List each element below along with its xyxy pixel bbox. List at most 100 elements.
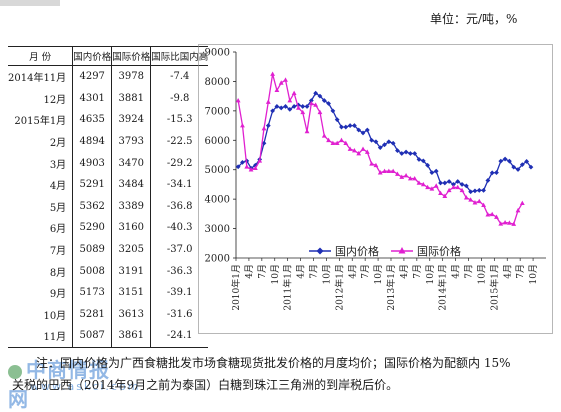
series-point-international (386, 168, 392, 173)
series-point-domestic (356, 127, 362, 133)
series-point-domestic (528, 164, 534, 170)
cell-domestic: 5173 (72, 281, 112, 304)
x-tick-label: 2013年1月 (385, 264, 397, 311)
series-point-international (476, 198, 482, 204)
cell-domestic: 4297 (72, 65, 112, 88)
cell-domestic: 5089 (72, 238, 112, 261)
series-point-international (446, 187, 452, 193)
series-point-international (296, 105, 301, 110)
cell-international: 3389 (111, 195, 151, 218)
series-point-international (317, 109, 323, 115)
x-tick-label: 4月 (296, 264, 307, 279)
series-point-domestic (438, 180, 443, 186)
series-point-domestic (390, 140, 396, 146)
logo-globe-icon (8, 364, 22, 379)
y-tick-label: 7000 (205, 106, 230, 117)
series-point-domestic (270, 108, 275, 114)
series-point-domestic (386, 139, 392, 145)
cell-month: 6月 (49, 224, 67, 236)
series-point-international (377, 170, 383, 175)
cell-diff: -34.1 (150, 173, 209, 196)
series-point-international (420, 181, 426, 187)
cell-month: 4月 (49, 181, 67, 193)
table-row: 7月 5089 3205 -37.0 (8, 238, 209, 261)
cell-diff: -39.1 (150, 281, 209, 304)
cell-month: 9月 (49, 289, 67, 301)
series-point-domestic (283, 104, 288, 109)
footnote-line-1: 注：国内价格为广西食糖批发市场食糖现货批发价格的月度均价；国际价格为配额内 15… (36, 356, 511, 370)
series-point-international (390, 168, 396, 173)
series-point-domestic (511, 164, 517, 170)
series-point-domestic (459, 182, 465, 187)
cell-diff: -15.3 (150, 109, 209, 131)
series-point-domestic (343, 124, 349, 130)
price-table: 月 份 国内价格 国际价格 国际比国内高 2014年11月 4297 3978 -7.… (8, 46, 209, 348)
cell-international: 3613 (111, 303, 151, 326)
x-tick-label: 7月 (257, 264, 268, 279)
series-point-international (416, 180, 422, 185)
series-point-international (369, 161, 375, 166)
series-point-international (347, 146, 353, 151)
series-point-international (265, 99, 271, 104)
series-point-international (382, 168, 387, 173)
table-row: 3月 4903 3470 -29.2 (8, 152, 209, 174)
series-point-international (511, 221, 517, 226)
cell-diff: -9.8 (150, 87, 209, 110)
series-point-international (472, 200, 478, 205)
series-point-international (403, 173, 409, 178)
cell-domestic: 5362 (72, 195, 112, 218)
cell-international: 3470 (111, 152, 151, 174)
series-point-international (270, 71, 275, 76)
series-point-domestic (468, 189, 474, 195)
cell-month: 2015年1月 (14, 116, 67, 128)
series-point-international (494, 214, 499, 219)
unit-label: 单位：元/吨，% (430, 12, 518, 26)
series-point-domestic (429, 170, 435, 176)
series-point-domestic (360, 130, 366, 136)
table-row: 9月 5173 3151 -39.1 (8, 281, 209, 304)
series-point-domestic (296, 102, 301, 108)
series-point-international (489, 211, 495, 217)
series-point-international (463, 195, 469, 200)
series-point-international (235, 97, 241, 103)
cell-domestic: 5008 (72, 260, 112, 282)
cell-month: 12月 (43, 94, 67, 106)
series-point-domestic (382, 142, 387, 148)
series-point-international (412, 175, 418, 181)
series-point-international (433, 183, 439, 188)
series-point-domestic (377, 145, 383, 151)
legend-marker-domestic (316, 247, 324, 255)
series-point-domestic (494, 170, 499, 175)
cell-domestic: 4903 (72, 152, 112, 174)
series-point-domestic (364, 127, 370, 133)
y-tick-label: 5000 (205, 165, 230, 176)
cell-diff: -29.2 (150, 152, 209, 174)
x-tick-label: 4月 (502, 264, 513, 279)
cell-international: 3151 (111, 281, 151, 304)
series-point-international (252, 165, 258, 171)
cell-diff: -40.3 (150, 217, 209, 239)
cell-month: 2月 (49, 138, 67, 150)
x-tick-label: 7月 (464, 264, 475, 279)
cell-domestic: 5281 (72, 303, 112, 326)
table-row: 2015年1月 4635 3924 -15.3 (8, 109, 209, 131)
table-row: 11月 5087 3861 -24.1 (8, 325, 209, 348)
table-row: 12月 4301 3881 -9.8 (8, 87, 209, 110)
cell-domestic: 4635 (72, 109, 112, 131)
x-tick-label: 2012年1月 (333, 264, 345, 311)
series-point-international (407, 175, 413, 181)
series-point-international (481, 202, 486, 208)
series-point-domestic (347, 123, 353, 128)
cell-month: 5月 (49, 202, 67, 214)
y-tick-label: 4000 (205, 195, 230, 206)
cell-diff: -37.0 (150, 238, 209, 261)
table-row: 6月 5290 3160 -40.3 (8, 217, 209, 239)
cell-international: 3861 (111, 325, 151, 348)
cell-diff: -36.8 (150, 195, 209, 218)
series-point-international (364, 149, 370, 154)
watermark-url: www.askci.com (30, 380, 141, 393)
x-tick-label: 2011年1月 (282, 264, 294, 311)
legend-label: 国内价格 (335, 244, 379, 258)
cell-international: 3484 (111, 173, 151, 196)
